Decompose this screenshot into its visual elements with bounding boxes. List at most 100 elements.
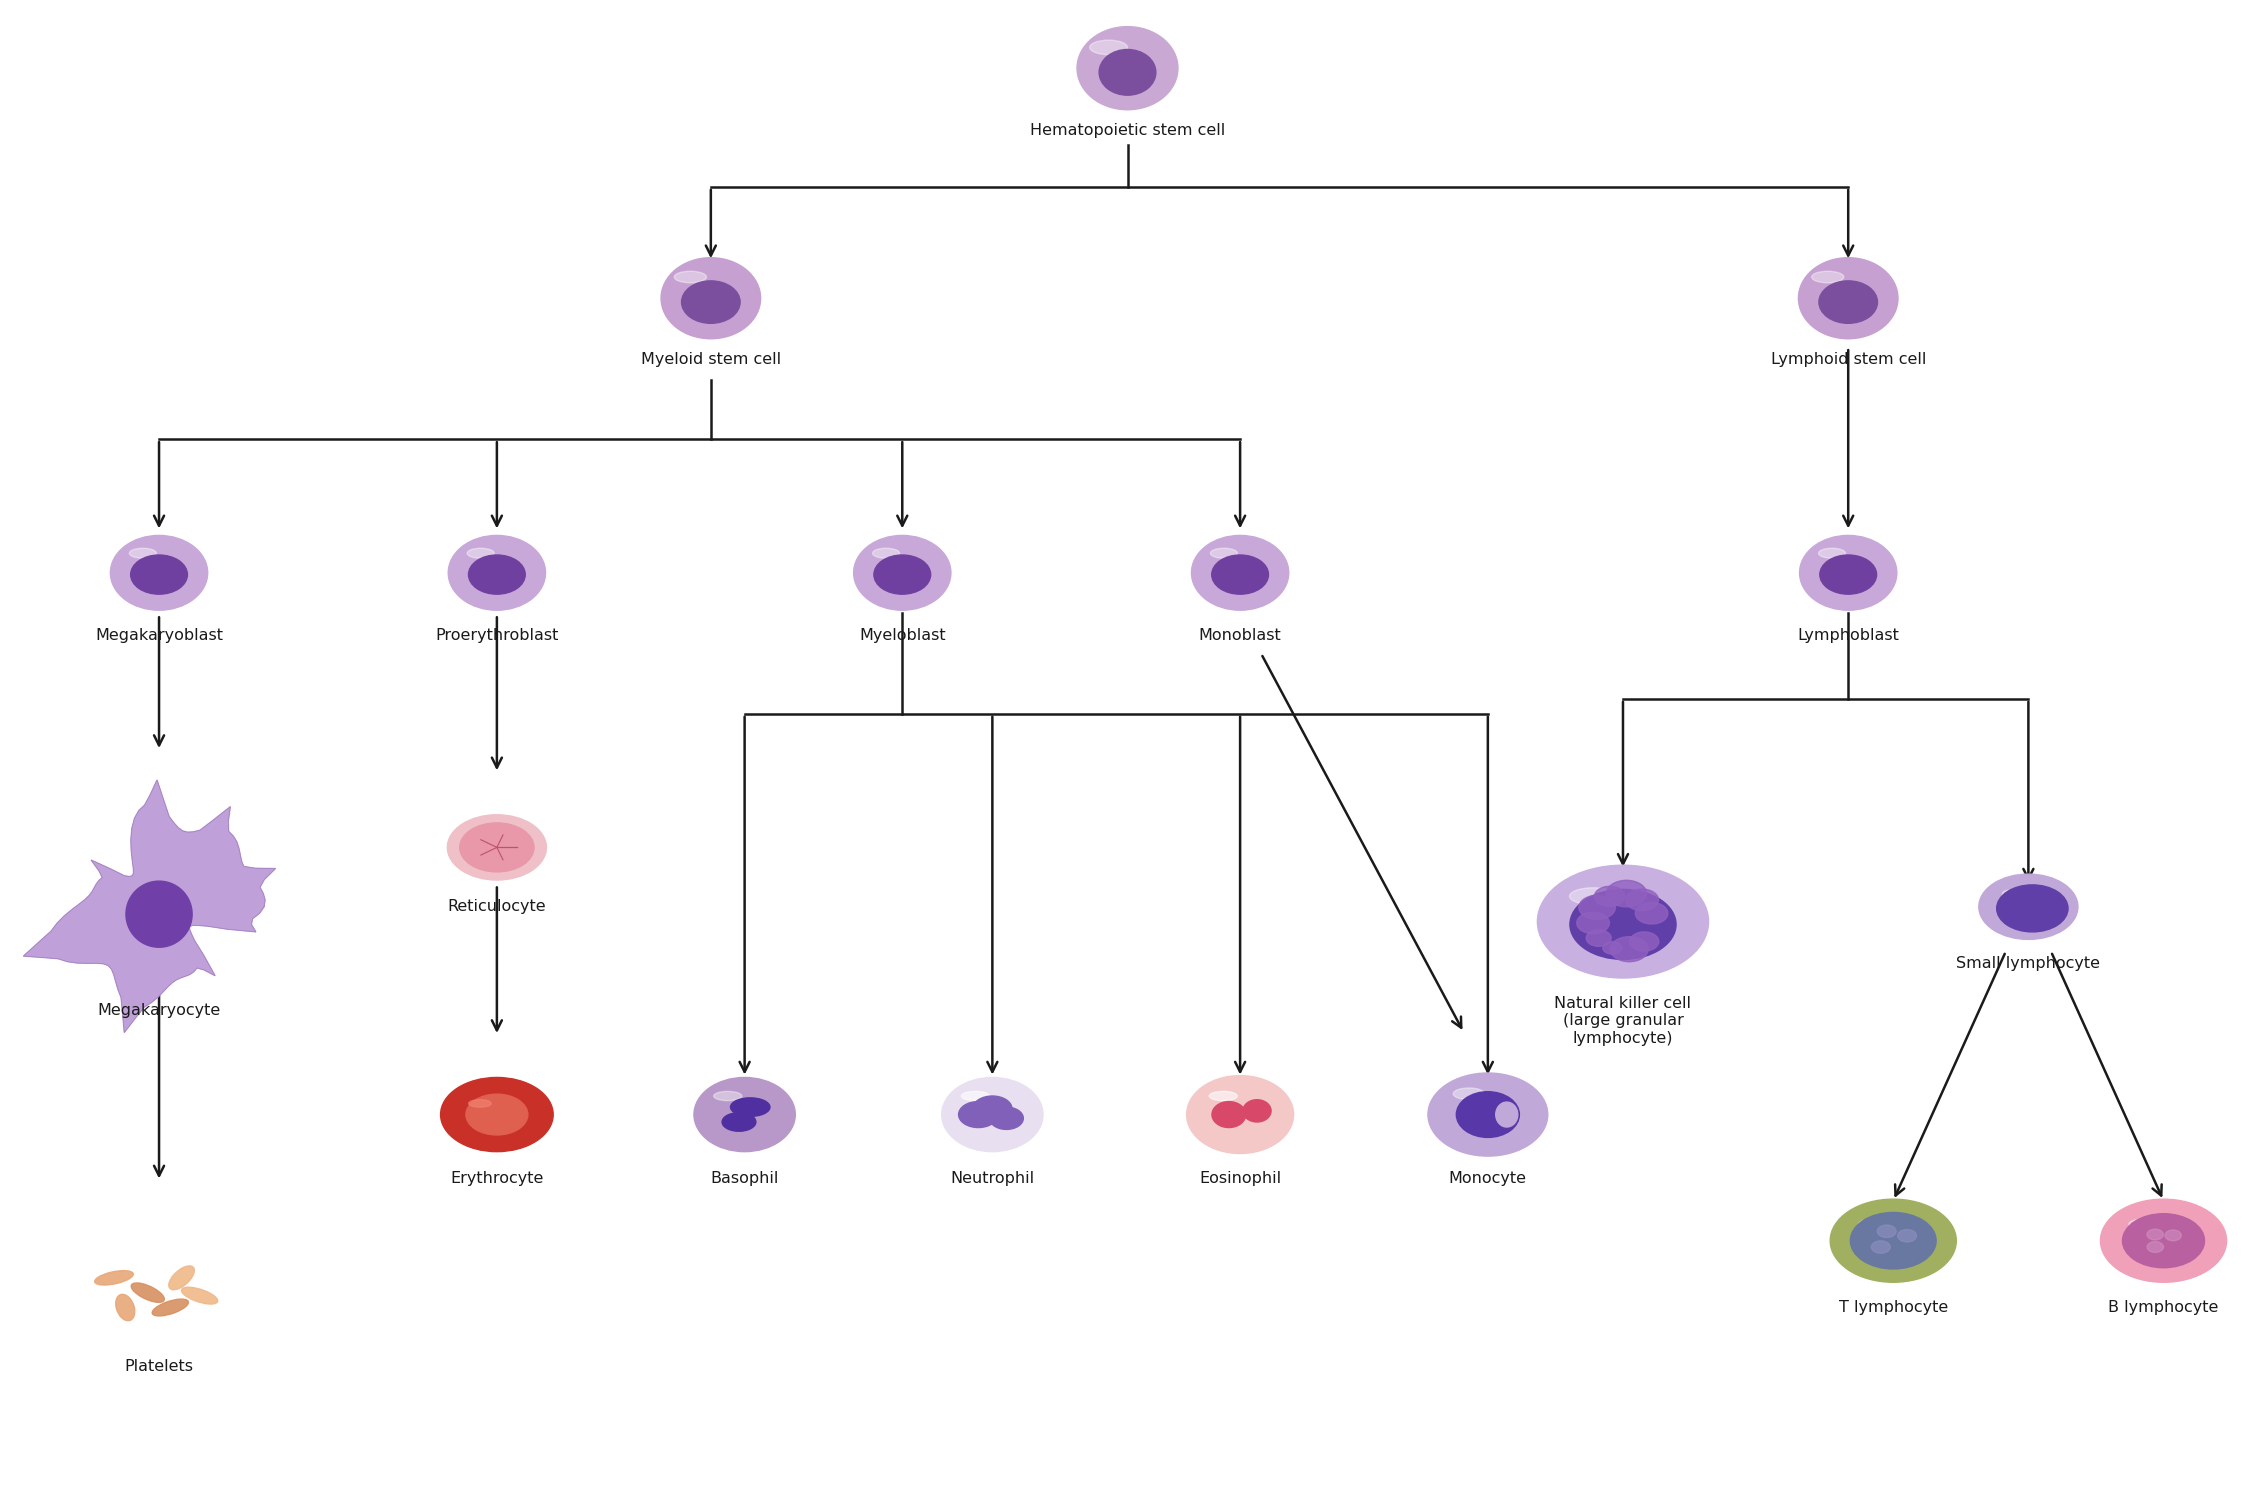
- Ellipse shape: [1858, 1219, 1890, 1230]
- Ellipse shape: [961, 1091, 990, 1100]
- Circle shape: [2147, 1242, 2163, 1252]
- Ellipse shape: [469, 555, 525, 595]
- Ellipse shape: [1211, 555, 1270, 595]
- Ellipse shape: [731, 1097, 769, 1117]
- Ellipse shape: [2002, 889, 2025, 898]
- Circle shape: [1603, 941, 1621, 955]
- Ellipse shape: [1820, 555, 1876, 595]
- Text: Proerythroblast: Proerythroblast: [435, 628, 559, 642]
- Ellipse shape: [681, 281, 740, 323]
- Ellipse shape: [95, 1270, 133, 1285]
- Circle shape: [958, 1102, 999, 1127]
- Text: Eosinophil: Eosinophil: [1200, 1170, 1281, 1187]
- Ellipse shape: [131, 555, 187, 595]
- Text: Lymphoblast: Lymphoblast: [1797, 628, 1899, 642]
- Circle shape: [1630, 932, 1660, 952]
- Text: B lymphocyte: B lymphocyte: [2108, 1300, 2219, 1315]
- Circle shape: [1578, 895, 1615, 919]
- Circle shape: [460, 822, 534, 871]
- Circle shape: [1872, 1240, 1890, 1254]
- Ellipse shape: [1495, 1102, 1518, 1127]
- Text: Lymphoid stem cell: Lymphoid stem cell: [1770, 351, 1926, 367]
- Ellipse shape: [1243, 1100, 1272, 1123]
- Ellipse shape: [1569, 888, 1617, 904]
- Ellipse shape: [131, 1283, 165, 1303]
- Ellipse shape: [1799, 535, 1896, 610]
- Text: Neutrophil: Neutrophil: [949, 1170, 1035, 1187]
- Ellipse shape: [2129, 1219, 2160, 1230]
- Polygon shape: [23, 781, 275, 1032]
- Text: Monocyte: Monocyte: [1450, 1170, 1527, 1187]
- Text: Natural killer cell
(large granular
lymphocyte): Natural killer cell (large granular lymp…: [1554, 996, 1691, 1045]
- Ellipse shape: [469, 1100, 492, 1108]
- Ellipse shape: [1098, 49, 1157, 95]
- Ellipse shape: [1211, 1102, 1245, 1127]
- Text: Reticulocyte: Reticulocyte: [446, 900, 546, 915]
- Ellipse shape: [855, 535, 952, 610]
- Ellipse shape: [115, 1294, 135, 1320]
- Polygon shape: [126, 882, 192, 947]
- Circle shape: [972, 1096, 1012, 1123]
- Circle shape: [440, 1078, 552, 1151]
- Ellipse shape: [873, 549, 900, 558]
- Text: Basophil: Basophil: [710, 1170, 778, 1187]
- Circle shape: [1626, 889, 1657, 910]
- Ellipse shape: [713, 1091, 742, 1100]
- Circle shape: [1831, 1199, 1957, 1282]
- Ellipse shape: [180, 1288, 219, 1304]
- Circle shape: [1635, 903, 1669, 923]
- Ellipse shape: [1820, 281, 1878, 323]
- Ellipse shape: [1186, 1075, 1294, 1154]
- Text: Myeloid stem cell: Myeloid stem cell: [640, 351, 780, 367]
- Ellipse shape: [661, 257, 760, 339]
- Circle shape: [1851, 1212, 1937, 1268]
- Text: Monoblast: Monoblast: [1200, 628, 1281, 642]
- Text: Megakaryocyte: Megakaryocyte: [97, 1004, 221, 1019]
- Circle shape: [2147, 1230, 2163, 1240]
- Ellipse shape: [674, 271, 706, 283]
- Circle shape: [1610, 937, 1648, 962]
- Text: Myeloblast: Myeloblast: [859, 628, 945, 642]
- Circle shape: [2165, 1230, 2181, 1240]
- Ellipse shape: [1078, 27, 1177, 110]
- Ellipse shape: [943, 1078, 1044, 1151]
- Ellipse shape: [151, 1300, 189, 1316]
- Ellipse shape: [1209, 1091, 1238, 1100]
- Ellipse shape: [695, 1078, 796, 1151]
- Ellipse shape: [1818, 549, 1845, 558]
- Circle shape: [467, 1094, 528, 1135]
- Circle shape: [1576, 912, 1610, 934]
- Circle shape: [1585, 929, 1612, 946]
- Ellipse shape: [1452, 1088, 1484, 1099]
- Text: Platelets: Platelets: [124, 1359, 194, 1374]
- Ellipse shape: [1457, 1091, 1520, 1138]
- Circle shape: [1996, 885, 2068, 932]
- Circle shape: [1569, 889, 1675, 959]
- Ellipse shape: [449, 535, 546, 610]
- Ellipse shape: [467, 549, 494, 558]
- Ellipse shape: [1799, 257, 1899, 339]
- Ellipse shape: [1191, 535, 1290, 610]
- Ellipse shape: [1427, 1074, 1547, 1155]
- Text: T lymphocyte: T lymphocyte: [1838, 1300, 1948, 1315]
- Circle shape: [1538, 865, 1709, 978]
- Text: Erythrocyte: Erythrocyte: [451, 1170, 543, 1187]
- Text: Megakaryoblast: Megakaryoblast: [95, 628, 223, 642]
- Ellipse shape: [169, 1265, 194, 1289]
- Circle shape: [1899, 1230, 1917, 1242]
- Circle shape: [2099, 1199, 2226, 1282]
- Circle shape: [1594, 886, 1626, 907]
- Circle shape: [2122, 1213, 2205, 1268]
- Ellipse shape: [1811, 271, 1845, 283]
- Circle shape: [1876, 1225, 1896, 1237]
- Ellipse shape: [1089, 40, 1128, 55]
- Circle shape: [990, 1108, 1024, 1130]
- Circle shape: [1980, 874, 2077, 940]
- Ellipse shape: [129, 549, 156, 558]
- Circle shape: [446, 815, 546, 880]
- Ellipse shape: [110, 535, 207, 610]
- Text: Small lymphocyte: Small lymphocyte: [1957, 956, 2099, 971]
- Ellipse shape: [722, 1112, 755, 1132]
- Ellipse shape: [875, 555, 931, 595]
- Text: Hematopoietic stem cell: Hematopoietic stem cell: [1031, 123, 1224, 138]
